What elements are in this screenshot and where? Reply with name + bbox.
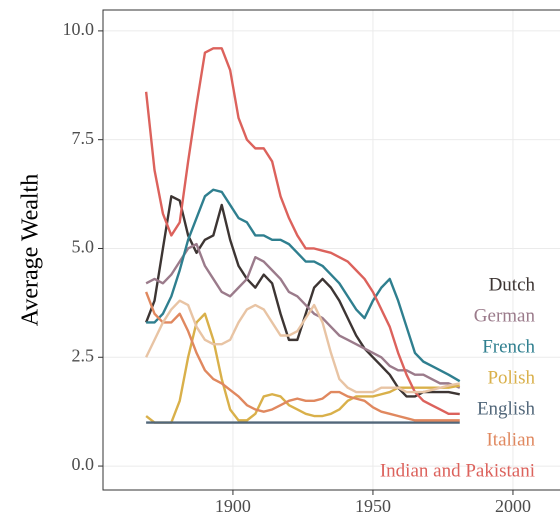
x-tick-label: 2000 bbox=[495, 496, 531, 516]
y-tick-label: 2.5 bbox=[72, 345, 95, 365]
y-axis-title: Average Wealth bbox=[18, 174, 44, 326]
legend-label: German bbox=[474, 305, 536, 326]
x-tick-label: 1950 bbox=[355, 496, 391, 516]
legend-label: French bbox=[482, 336, 535, 357]
series-line bbox=[146, 188, 461, 383]
series-line bbox=[145, 291, 460, 422]
legend-label: Italian bbox=[486, 429, 535, 450]
series-line bbox=[144, 47, 460, 416]
legend-label: Polish bbox=[487, 367, 535, 388]
y-tick-label: 5.0 bbox=[72, 237, 95, 257]
series-line bbox=[145, 312, 460, 424]
series-line bbox=[145, 299, 460, 394]
y-tick-label: 10.0 bbox=[63, 19, 95, 39]
y-tick-label: 7.5 bbox=[72, 128, 95, 148]
legend-label: Dutch bbox=[489, 274, 536, 295]
x-tick-label: 1900 bbox=[215, 496, 251, 516]
y-tick-label: 0.0 bbox=[72, 454, 95, 474]
legend-label: Indian and Pakistani bbox=[380, 460, 535, 481]
plot-panel bbox=[103, 10, 560, 490]
plot-border bbox=[102, 9, 560, 491]
legend-label: English bbox=[477, 398, 536, 419]
